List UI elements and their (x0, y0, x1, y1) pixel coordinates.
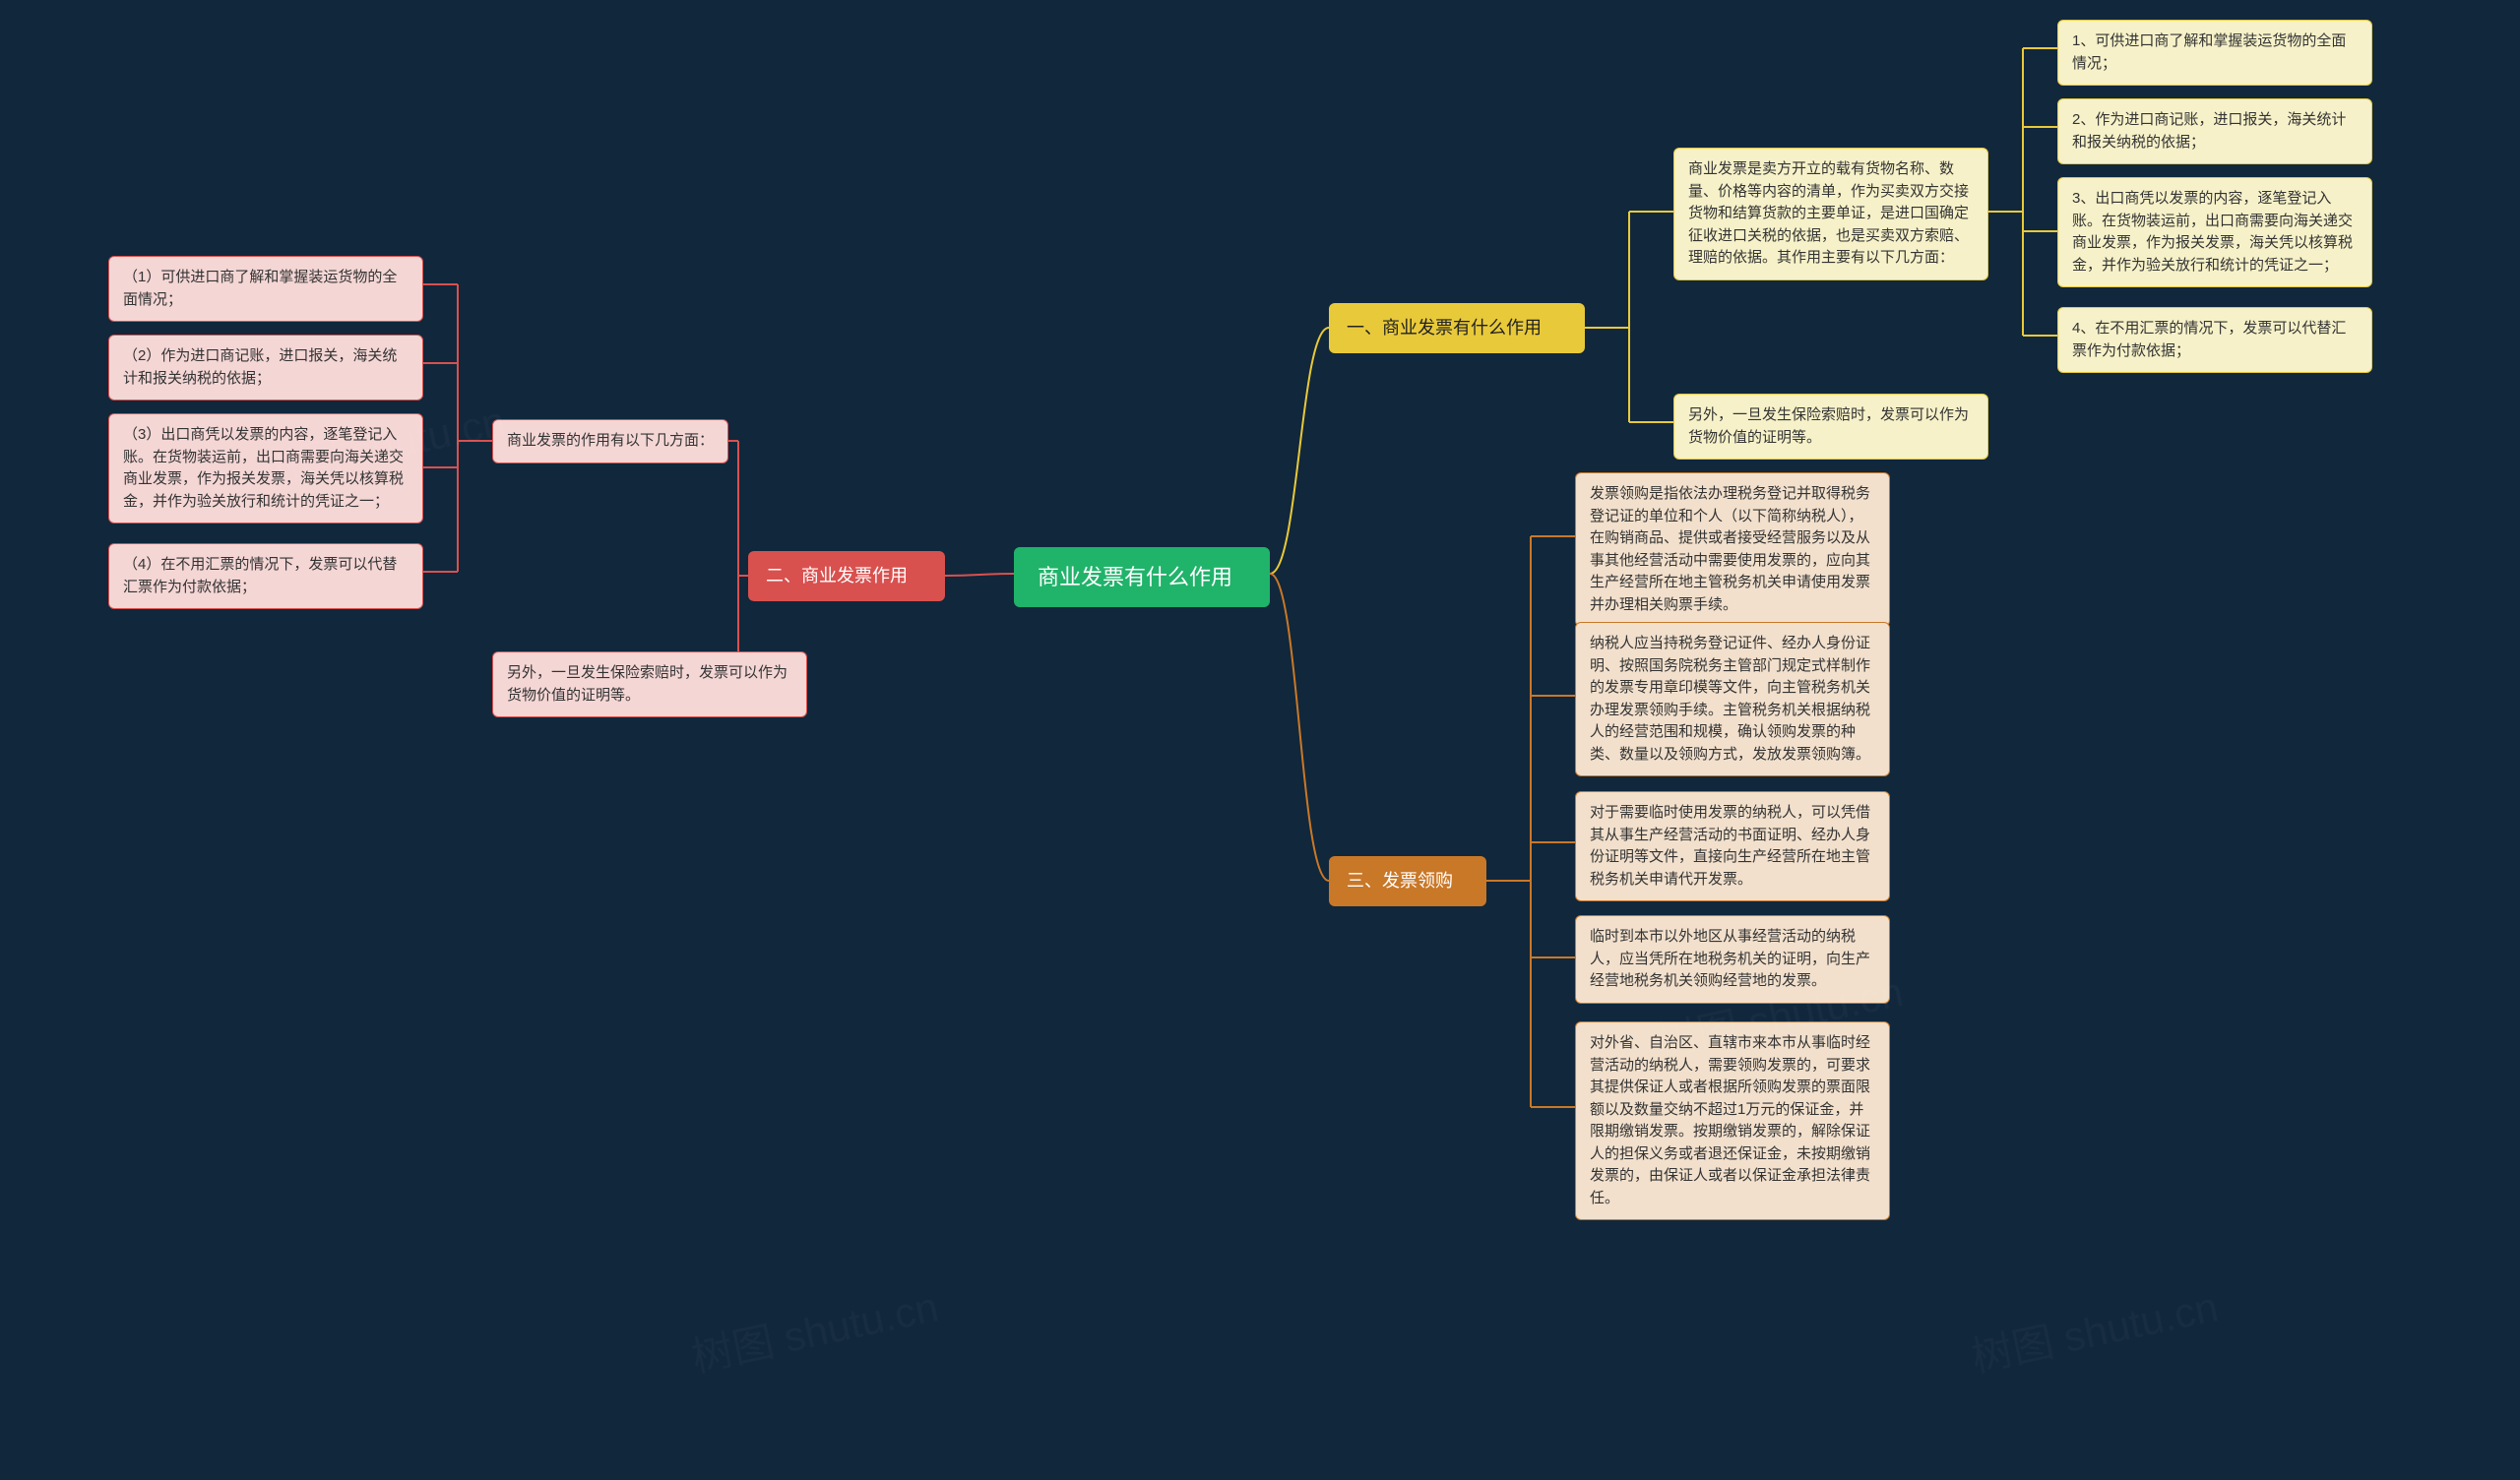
leaf-text: 2、作为进口商记账，进口报关，海关统计和报关纳税的依据； (2072, 111, 2346, 151)
branch-2-child-2[interactable]: 另外，一旦发生保险索赔时，发票可以作为货物价值的证明等。 (492, 651, 807, 717)
leaf-text: 对外省、自治区、直辖市来本市从事临时经营活动的纳税人，需要领购发票的，可要求其提… (1590, 1034, 1870, 1206)
leaf-text: 纳税人应当持税务登记证件、经办人身份证明、按照国务院税务主管部门规定式样制作的发… (1590, 635, 1870, 763)
leaf-text: 临时到本市以外地区从事经营活动的纳税人，应当凭所在地税务机关的证明，向生产经营地… (1590, 928, 1870, 989)
branch-3-child-4[interactable]: 临时到本市以外地区从事经营活动的纳税人，应当凭所在地税务机关的证明，向生产经营地… (1575, 915, 1890, 1004)
branch-1-child-2[interactable]: 另外，一旦发生保险索赔时，发票可以作为货物价值的证明等。 (1673, 394, 1988, 460)
branch-1-child-1b[interactable]: 2、作为进口商记账，进口报关，海关统计和报关纳税的依据； (2057, 98, 2372, 164)
root-label: 商业发票有什么作用 (1038, 565, 1232, 589)
leaf-text: （4）在不用汇票的情况下，发票可以代替汇票作为付款依据； (123, 556, 397, 595)
leaf-text: 3、出口商凭以发票的内容，逐笔登记入账。在货物装运前，出口商需要向海关递交商业发… (2072, 190, 2353, 274)
branch-3-node[interactable]: 三、发票领购 (1329, 856, 1486, 906)
leaf-text: （3）出口商凭以发票的内容，逐笔登记入账。在货物装运前，出口商需要向海关递交商业… (123, 426, 404, 510)
branch-1-label: 一、商业发票有什么作用 (1347, 318, 1542, 338)
branch-1-child-1[interactable]: 商业发票是卖方开立的载有货物名称、数量、价格等内容的清单，作为买卖双方交接货物和… (1673, 148, 1988, 280)
branch-3-child-1[interactable]: 发票领购是指依法办理税务登记并取得税务登记证的单位和个人（以下简称纳税人），在购… (1575, 472, 1890, 627)
leaf-text: 另外，一旦发生保险索赔时，发票可以作为货物价值的证明等。 (1688, 406, 1969, 446)
branch-2-child-1c[interactable]: （3）出口商凭以发票的内容，逐笔登记入账。在货物装运前，出口商需要向海关递交商业… (108, 413, 423, 524)
branch-1-child-1a[interactable]: 1、可供进口商了解和掌握装运货物的全面情况； (2057, 20, 2372, 86)
leaf-text: 1、可供进口商了解和掌握装运货物的全面情况； (2072, 32, 2346, 72)
branch-2-node[interactable]: 二、商业发票作用 (748, 551, 945, 601)
branch-3-label: 三、发票领购 (1347, 871, 1453, 891)
branch-3-child-3[interactable]: 对于需要临时使用发票的纳税人，可以凭借其从事生产经营活动的书面证明、经办人身份证… (1575, 791, 1890, 901)
root-node[interactable]: 商业发票有什么作用 (1014, 547, 1270, 607)
branch-2-child-1d[interactable]: （4）在不用汇票的情况下，发票可以代替汇票作为付款依据； (108, 543, 423, 609)
branch-1-child-1c[interactable]: 3、出口商凭以发票的内容，逐笔登记入账。在货物装运前，出口商需要向海关递交商业发… (2057, 177, 2372, 287)
branch-2-child-1b[interactable]: （2）作为进口商记账，进口报关，海关统计和报关纳税的依据； (108, 335, 423, 401)
leaf-text: 另外，一旦发生保险索赔时，发票可以作为货物价值的证明等。 (507, 664, 788, 704)
branch-3-child-5[interactable]: 对外省、自治区、直辖市来本市从事临时经营活动的纳税人，需要领购发票的，可要求其提… (1575, 1021, 1890, 1220)
branch-2-label: 二、商业发票作用 (766, 566, 908, 586)
leaf-text: 发票领购是指依法办理税务登记并取得税务登记证的单位和个人（以下简称纳税人），在购… (1590, 485, 1870, 613)
leaf-text: 对于需要临时使用发票的纳税人，可以凭借其从事生产经营活动的书面证明、经办人身份证… (1590, 804, 1870, 888)
leaf-text: 商业发票的作用有以下几方面： (507, 432, 714, 449)
leaf-text: 商业发票是卖方开立的载有货物名称、数量、价格等内容的清单，作为买卖双方交接货物和… (1688, 160, 1969, 266)
branch-2-child-1a[interactable]: （1）可供进口商了解和掌握装运货物的全面情况； (108, 256, 423, 322)
leaf-text: 4、在不用汇票的情况下，发票可以代替汇票作为付款依据； (2072, 320, 2346, 359)
branch-1-child-1d[interactable]: 4、在不用汇票的情况下，发票可以代替汇票作为付款依据； (2057, 307, 2372, 373)
branch-2-child-1[interactable]: 商业发票的作用有以下几方面： (492, 419, 728, 463)
watermark: 树图 shutu.cn (685, 1273, 943, 1385)
branch-1-node[interactable]: 一、商业发票有什么作用 (1329, 303, 1585, 353)
watermark: 树图 shutu.cn (1965, 1273, 2223, 1385)
leaf-text: （2）作为进口商记账，进口报关，海关统计和报关纳税的依据； (123, 347, 397, 387)
leaf-text: （1）可供进口商了解和掌握装运货物的全面情况； (123, 269, 397, 308)
branch-3-child-2[interactable]: 纳税人应当持税务登记证件、经办人身份证明、按照国务院税务主管部门规定式样制作的发… (1575, 622, 1890, 776)
